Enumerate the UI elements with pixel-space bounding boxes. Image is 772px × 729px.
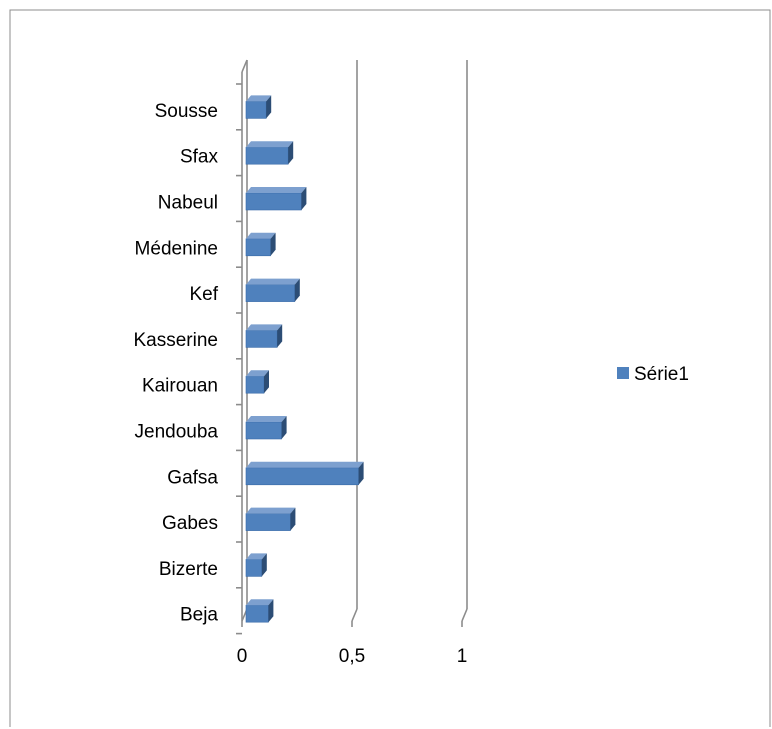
bar-11 xyxy=(245,101,267,119)
bar-9 xyxy=(245,192,302,211)
bar-side-5 xyxy=(264,370,269,394)
bar-top-7 xyxy=(246,278,300,285)
bar-side-6 xyxy=(277,324,283,348)
bar-side-8 xyxy=(270,232,276,256)
bar-side-0 xyxy=(268,599,274,623)
category-label: Kairouan xyxy=(142,376,218,397)
chart-border xyxy=(9,9,771,727)
x-tick-label: 1 xyxy=(457,646,468,667)
category-label: Nabeul xyxy=(158,193,218,214)
bar-side-10 xyxy=(288,141,294,165)
bar-4 xyxy=(245,421,282,440)
bar-top-3 xyxy=(246,461,364,468)
bar-side-7 xyxy=(294,278,300,302)
category-label: Sfax xyxy=(180,147,219,168)
bar-top-10 xyxy=(246,141,294,148)
category-label: Médenine xyxy=(135,238,218,259)
bar-2 xyxy=(245,513,291,531)
bar-top-11 xyxy=(246,95,272,102)
legend-label: Série1 xyxy=(634,364,689,385)
legend-swatch xyxy=(617,367,629,379)
bar-side-1 xyxy=(261,553,267,577)
bar-1 xyxy=(245,559,263,577)
y-axis-top-diagonal xyxy=(241,59,248,73)
category-label: Gabes xyxy=(162,513,218,534)
category-label: Beja xyxy=(180,605,218,626)
bar-side-2 xyxy=(290,507,296,531)
bar-top-8 xyxy=(246,232,276,239)
bar-5 xyxy=(245,375,265,394)
bar-top-0 xyxy=(246,599,274,606)
bar-top-1 xyxy=(246,553,267,560)
bar-6 xyxy=(245,330,278,348)
category-label: Sousse xyxy=(155,101,218,122)
bar-top-2 xyxy=(246,507,296,514)
bar-top-6 xyxy=(246,324,283,331)
bar-0 xyxy=(245,604,269,623)
bar-side-4 xyxy=(281,416,287,439)
bar-10 xyxy=(245,146,289,165)
bar-top-9 xyxy=(246,187,307,193)
bar-side-11 xyxy=(266,95,272,119)
bar-top-4 xyxy=(246,416,287,422)
bar-side-9 xyxy=(301,187,307,210)
bar-top-5 xyxy=(246,370,269,377)
category-label: Kasserine xyxy=(134,330,219,351)
bar-3 xyxy=(245,467,359,486)
category-label: Jendouba xyxy=(135,422,219,443)
bar-7 xyxy=(245,284,296,302)
x-tick-label: 0 xyxy=(237,646,248,667)
category-label: Bizerte xyxy=(159,559,218,580)
floor-diagonal-2 xyxy=(461,608,468,622)
x-tick-label: 0,5 xyxy=(339,646,365,667)
category-label: Kef xyxy=(189,284,218,305)
bar-8 xyxy=(245,238,271,257)
floor-diagonal-1 xyxy=(351,608,358,622)
category-label: Gafsa xyxy=(167,467,218,488)
bar-side-3 xyxy=(358,461,364,485)
